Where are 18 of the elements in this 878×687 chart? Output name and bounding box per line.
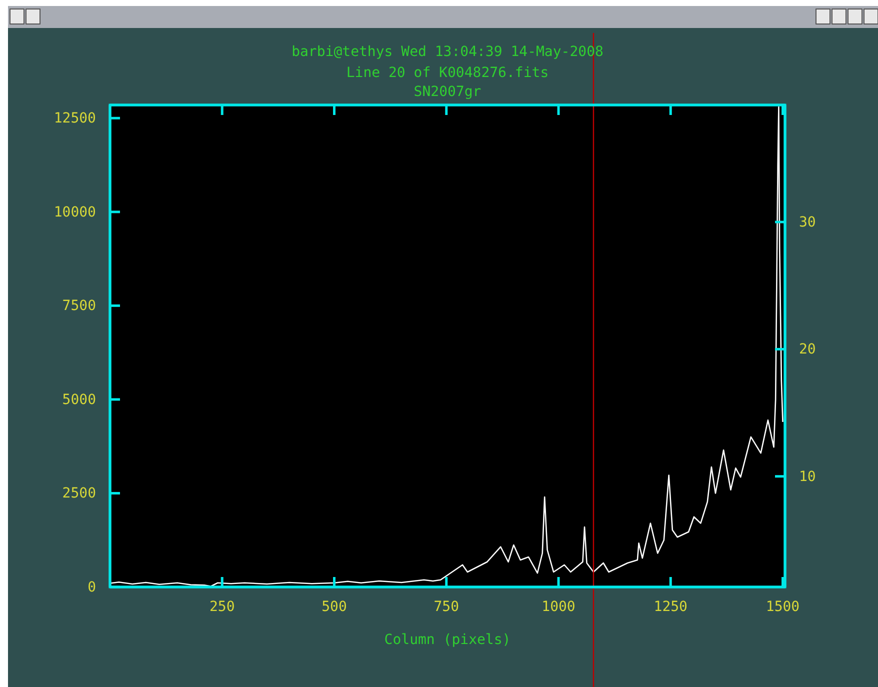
x-axis-title: Column (pixels) [384,632,511,648]
x-tick-label: 500 [322,598,347,615]
x-tick-label: 1250 [654,598,688,615]
y-tick-label: 0 [88,579,96,596]
y-tick-label: 7500 [62,298,96,314]
y-tick-label: 12500 [54,110,96,127]
y-tick-label: 10000 [54,204,96,220]
x-tick-label: 1500 [766,598,800,615]
chart-subtitle: Line 20 of K0048276.fits SN2007gr [346,65,549,100]
x-tick-label: 750 [434,598,460,615]
y-tick-label: 2500 [62,486,96,502]
y-tick-label: 5000 [62,392,96,408]
y2-tick-label: 20 [799,342,816,358]
y2-tick-label: 10 [799,468,816,485]
line-series [109,106,784,587]
y2-tick-label: 30 [799,214,816,230]
x-tick-label: 250 [209,598,235,615]
x-tick-label: 1000 [542,598,576,615]
